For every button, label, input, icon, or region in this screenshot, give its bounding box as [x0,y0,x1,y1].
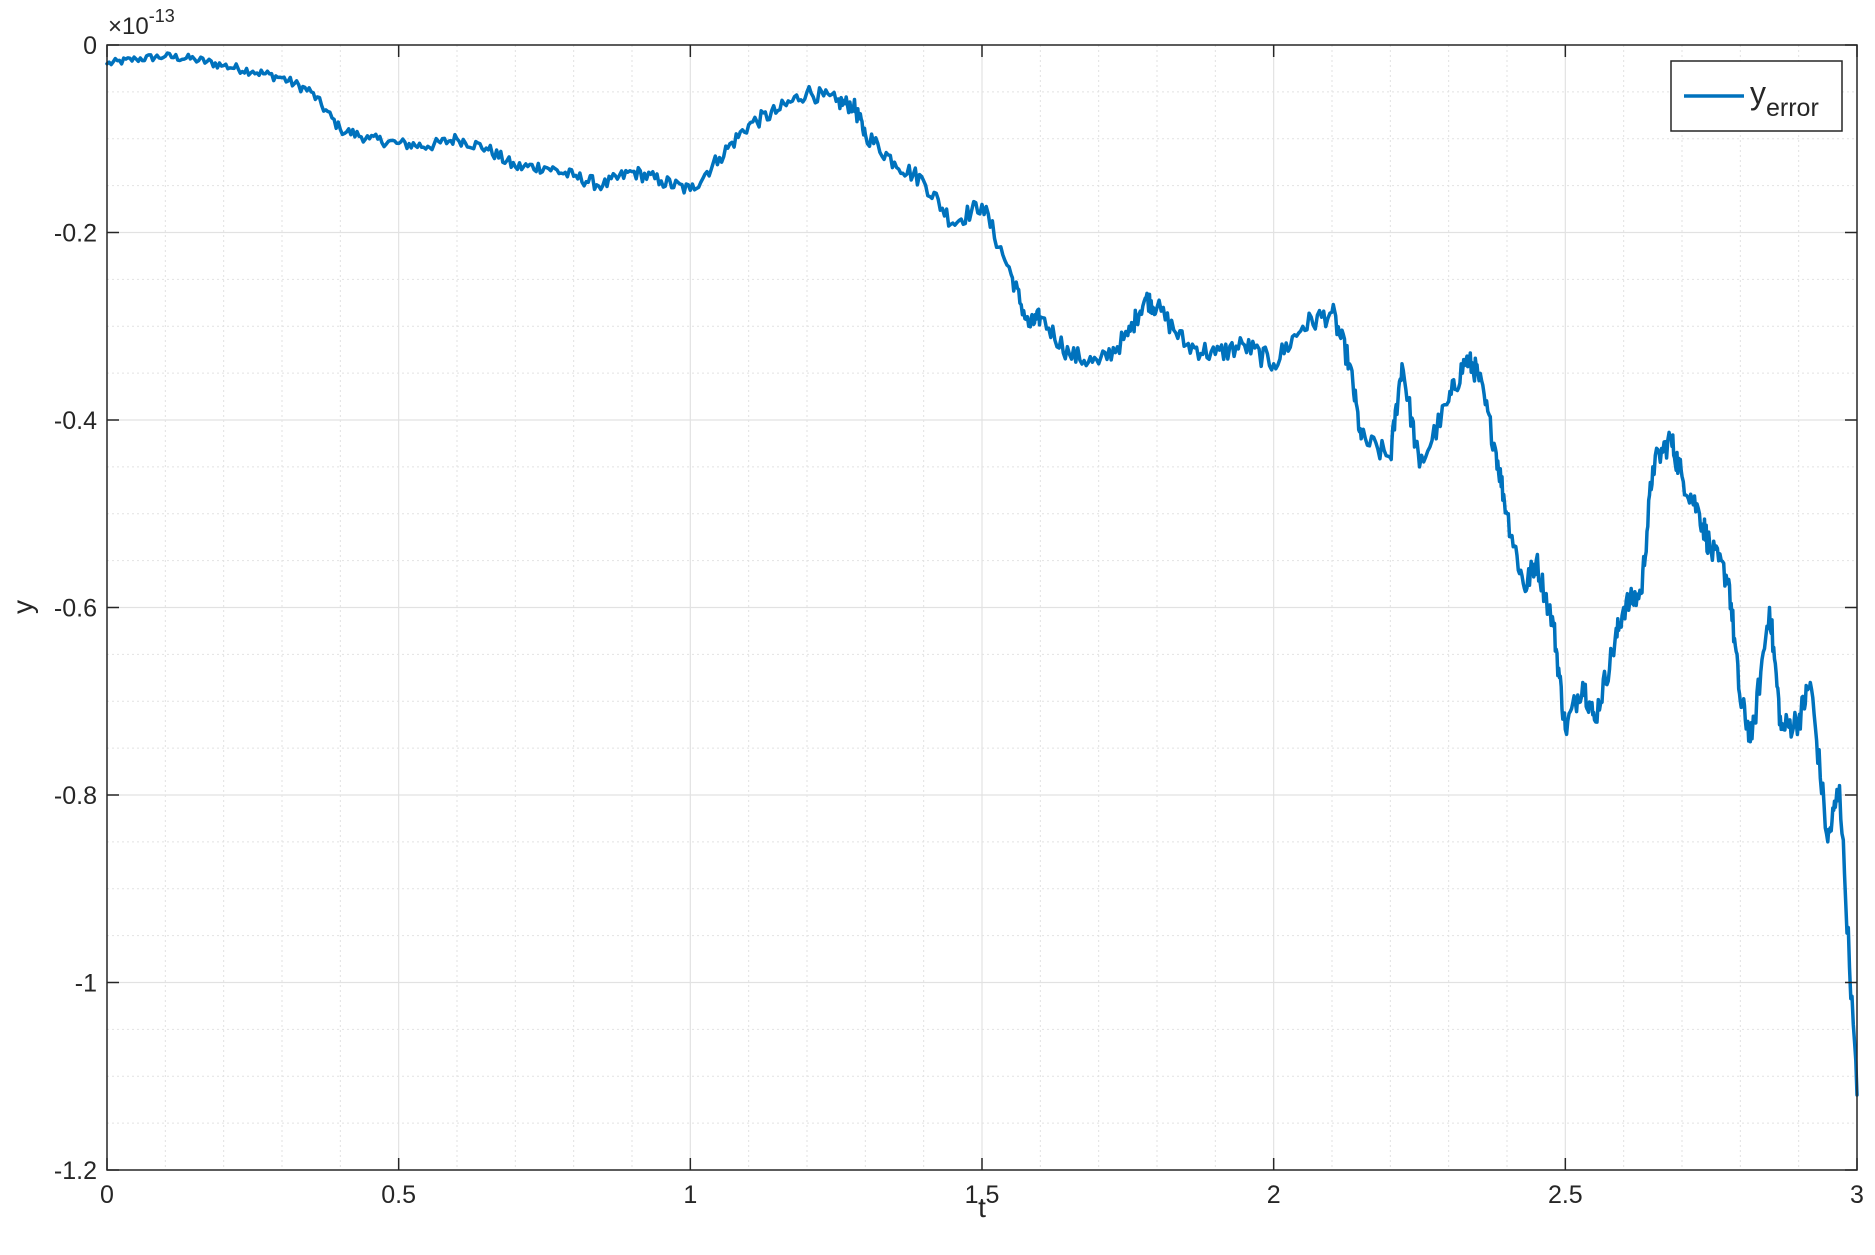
y-tick-label: -0.2 [54,220,97,248]
legend-label-sub: error [1766,94,1819,122]
x-tick-label: 0.5 [381,1181,416,1209]
x-axis-ticks: 0 0.5 1 1.5 2 2.5 3 [100,45,1864,1209]
y-axis-exponent: ×10-13 [108,6,175,40]
x-tick-label: 3 [1850,1181,1864,1209]
x-axis-label: t [978,1192,986,1223]
y-tick-label: -1.2 [54,1157,97,1185]
x-tick-label: 1.5 [965,1181,1000,1209]
y-axis-ticks: -1.2 -1 -0.8 -0.6 -0.4 -0.2 0 [54,32,1857,1185]
y-tick-label: -0.8 [54,782,97,810]
series-line-y-error [105,51,1859,1097]
exponent-prefix: × [108,13,122,40]
exponent-power: -13 [149,6,175,26]
exponent-base: 10 [122,13,149,40]
y-axis-label: y [7,600,38,614]
x-tick-label: 2 [1267,1181,1281,1209]
y-tick-label: -1 [75,970,97,998]
legend: yerror [1670,60,1843,132]
y-tick-label: 0 [83,32,97,60]
legend-entry: yerror [1750,75,1819,122]
y-tick-label: -0.4 [54,407,97,435]
major-grid [107,45,1857,1170]
legend-label-main: y [1750,75,1766,111]
y-tick-label: -0.6 [54,595,97,623]
x-tick-label: 2.5 [1548,1181,1583,1209]
x-tick-label: 1 [683,1181,697,1209]
x-tick-label: 0 [100,1181,114,1209]
